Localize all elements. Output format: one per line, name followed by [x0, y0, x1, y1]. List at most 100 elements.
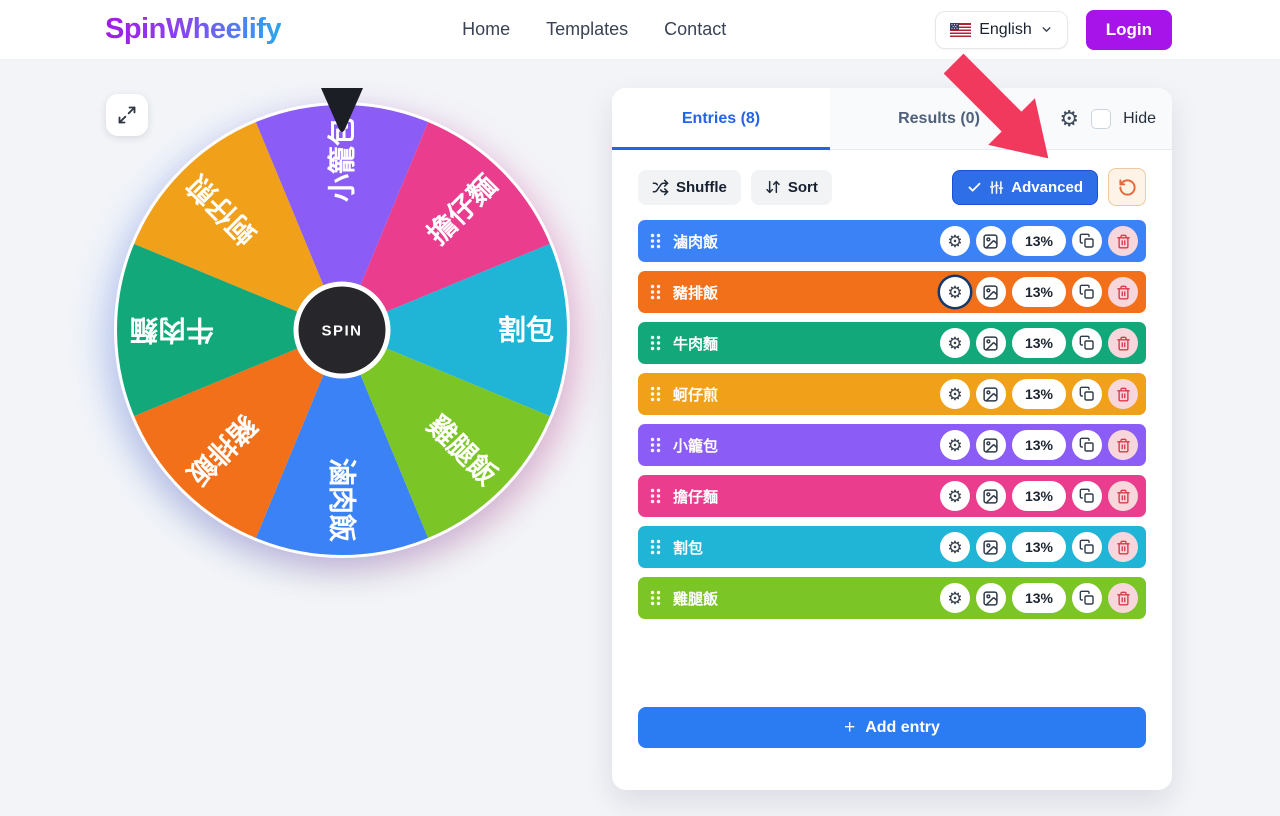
entry-settings-button[interactable]: ⚙	[939, 532, 970, 562]
spin-button[interactable]	[293, 281, 391, 379]
drag-handle-icon[interactable]	[650, 488, 661, 504]
tab-results[interactable]: Results (0)	[898, 109, 980, 127]
entry-settings-button[interactable]: ⚙	[939, 583, 970, 613]
entry-weight-badge[interactable]: 13%	[1011, 532, 1066, 562]
entry-delete-button[interactable]	[1108, 226, 1138, 256]
entries-toolbar: Shuffle Sort Advanced	[612, 150, 1172, 206]
drag-handle-icon[interactable]	[650, 335, 661, 351]
entry-delete-button[interactable]	[1108, 481, 1138, 511]
entry-settings-button[interactable]: ⚙	[939, 379, 970, 409]
entry-delete-button[interactable]	[1108, 430, 1138, 460]
drag-handle-icon[interactable]	[650, 539, 661, 555]
entry-delete-button[interactable]	[1108, 328, 1138, 358]
hide-label: Hide	[1123, 109, 1156, 127]
copy-icon	[1079, 386, 1094, 401]
fullscreen-button[interactable]	[106, 94, 148, 136]
entry-delete-button[interactable]	[1108, 532, 1138, 562]
gear-icon: ⚙	[947, 435, 963, 455]
image-icon	[983, 284, 999, 300]
entry-image-button[interactable]	[975, 532, 1006, 562]
check-icon	[968, 182, 981, 192]
add-entry-button[interactable]: + Add entry	[638, 707, 1146, 748]
entry-weight-badge[interactable]: 13%	[1011, 583, 1066, 613]
entry-row[interactable]: 蚵仔煎 ⚙ 13%	[638, 373, 1146, 415]
entry-row[interactable]: 牛肉麵 ⚙ 13%	[638, 322, 1146, 364]
drag-handle-icon[interactable]	[650, 284, 661, 300]
entry-image-button[interactable]	[975, 226, 1006, 256]
entry-row[interactable]: 雞腿飯 ⚙ 13%	[638, 577, 1146, 619]
entry-duplicate-button[interactable]	[1072, 430, 1102, 460]
drag-handle-icon[interactable]	[650, 386, 661, 402]
wheel-segment-label: 割包	[498, 314, 554, 346]
hide-checkbox[interactable]	[1091, 108, 1112, 129]
entry-weight-badge[interactable]: 13%	[1011, 277, 1066, 307]
entry-duplicate-button[interactable]	[1072, 328, 1102, 358]
us-flag-icon	[950, 22, 972, 37]
entry-delete-button[interactable]	[1108, 379, 1138, 409]
entry-label: 雞腿飯	[673, 590, 719, 608]
entry-label: 擔仔麵	[673, 488, 719, 506]
entry-settings-button[interactable]: ⚙	[939, 430, 970, 460]
tab-entries[interactable]: Entries (8)	[612, 88, 830, 150]
trash-icon	[1116, 489, 1130, 503]
entry-label: 滷肉飯	[673, 233, 719, 251]
entry-weight-badge[interactable]: 13%	[1011, 379, 1066, 409]
entry-image-button[interactable]	[975, 481, 1006, 511]
shuffle-button[interactable]: Shuffle	[638, 169, 741, 205]
entry-image-button[interactable]	[975, 430, 1006, 460]
entry-weight-badge[interactable]: 13%	[1011, 328, 1066, 358]
drag-handle-icon[interactable]	[650, 233, 661, 249]
wheel-segment	[255, 103, 429, 330]
entry-row[interactable]: 滷肉飯 ⚙ 13%	[638, 220, 1146, 262]
trash-icon	[1116, 591, 1130, 605]
entry-settings-button[interactable]: ⚙	[939, 226, 970, 256]
nav-home-link[interactable]: Home	[462, 19, 511, 39]
drag-handle-icon[interactable]	[650, 437, 661, 453]
entry-settings-button[interactable]: ⚙	[939, 481, 970, 511]
entry-duplicate-button[interactable]	[1072, 379, 1102, 409]
entry-row[interactable]: 豬排飯 ⚙ 13%	[638, 271, 1146, 313]
nav-templates-link[interactable]: Templates	[546, 19, 629, 39]
entry-image-button[interactable]	[975, 328, 1006, 358]
entry-duplicate-button[interactable]	[1072, 532, 1102, 562]
language-selector[interactable]: English	[935, 10, 1068, 49]
trash-icon	[1116, 540, 1130, 554]
panel-settings-icon[interactable]: ⚙	[1059, 105, 1080, 131]
entry-row[interactable]: 小籠包 ⚙ 13%	[638, 424, 1146, 466]
entry-image-button[interactable]	[975, 583, 1006, 613]
spin-button-label[interactable]: SPIN	[321, 323, 362, 340]
reset-button[interactable]	[1108, 168, 1146, 206]
wheel-segment	[342, 243, 569, 417]
drag-handle-icon[interactable]	[650, 590, 661, 606]
image-icon	[983, 437, 999, 453]
image-icon	[983, 539, 999, 555]
entry-duplicate-button[interactable]	[1072, 583, 1102, 613]
entry-delete-button[interactable]	[1108, 583, 1138, 613]
gear-icon: ⚙	[947, 537, 963, 557]
entry-weight-badge[interactable]: 13%	[1011, 226, 1066, 256]
entry-weight-badge[interactable]: 13%	[1011, 481, 1066, 511]
entry-row[interactable]: 擔仔麵 ⚙ 13%	[638, 475, 1146, 517]
entry-row-left: 雞腿飯	[650, 588, 718, 609]
entry-actions: ⚙ 13%	[939, 226, 1138, 256]
entry-weight-badge[interactable]: 13%	[1011, 430, 1066, 460]
entry-image-button[interactable]	[975, 277, 1006, 307]
entry-settings-button[interactable]: ⚙	[939, 328, 970, 358]
copy-icon	[1079, 488, 1094, 503]
advanced-button[interactable]: Advanced	[952, 169, 1098, 205]
wheel-segment	[115, 243, 342, 417]
advanced-label: Advanced	[1011, 178, 1083, 196]
sort-button[interactable]: Sort	[750, 169, 832, 205]
entry-settings-button[interactable]: ⚙	[939, 277, 970, 307]
entry-duplicate-button[interactable]	[1072, 481, 1102, 511]
header-actions: English Login	[935, 9, 1172, 50]
entry-duplicate-button[interactable]	[1072, 226, 1102, 256]
entry-duplicate-button[interactable]	[1072, 277, 1102, 307]
entry-row[interactable]: 割包 ⚙ 13%	[638, 526, 1146, 568]
app-logo[interactable]: SpinWheelify	[105, 13, 281, 46]
login-button[interactable]: Login	[1085, 9, 1172, 50]
entry-delete-button[interactable]	[1108, 277, 1138, 307]
entry-image-button[interactable]	[975, 379, 1006, 409]
nav-contact-link[interactable]: Contact	[664, 19, 727, 39]
